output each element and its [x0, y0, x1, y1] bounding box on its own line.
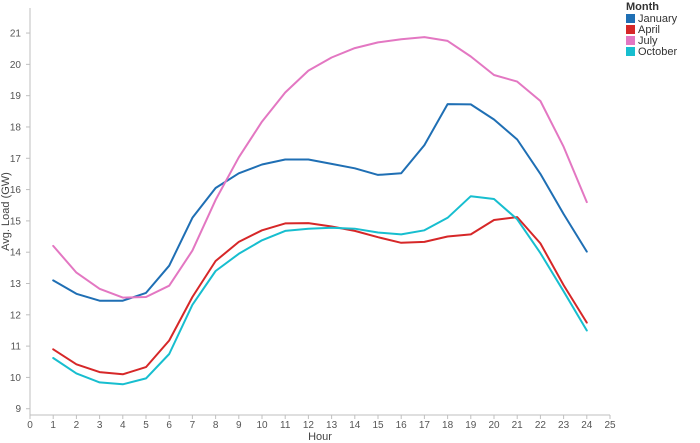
x-tick-label: 3	[97, 420, 103, 431]
x-tick-label: 19	[465, 420, 477, 431]
y-axis-ticks: 9 10 11 12 13 14 15 16 17 18 19 20 21	[10, 29, 30, 415]
legend-swatch-january	[626, 14, 635, 23]
x-tick-label: 14	[349, 420, 361, 431]
x-tick-label: 18	[442, 420, 454, 431]
y-tick-label: 11	[11, 342, 22, 353]
y-tick-label: 21	[10, 29, 22, 40]
x-tick-label: 21	[512, 420, 524, 431]
x-tick-label: 6	[166, 420, 172, 431]
legend-swatch-july	[626, 36, 635, 45]
y-axis-title: Avg. Load (GW)	[0, 172, 12, 251]
y-tick-label: 20	[10, 60, 22, 71]
x-tick-label: 1	[50, 420, 56, 431]
x-tick-label: 24	[581, 420, 593, 431]
y-tick-label: 15	[10, 216, 22, 227]
x-tick-label: 8	[213, 420, 219, 431]
x-tick-label: 16	[396, 420, 408, 431]
x-tick-label: 10	[256, 420, 268, 431]
axes	[29, 8, 610, 416]
x-tick-label: 13	[326, 420, 338, 431]
series-line-july	[52, 36, 588, 299]
x-axis-ticks: 0 1 2 3 4 5 6 7 8 9 10 11 12 13 14 15 16 17 18 19 20 21 22 23 24…	[27, 415, 616, 431]
x-tick-label: 0	[27, 420, 33, 431]
series-line-october	[52, 195, 588, 386]
legend-label-april: April	[638, 24, 660, 36]
y-tick-label: 9	[15, 404, 21, 415]
y-tick-label: 17	[10, 154, 22, 165]
x-tick-label: 17	[419, 420, 431, 431]
series-lines	[52, 36, 588, 386]
x-tick-label: 20	[488, 420, 500, 431]
x-tick-label: 9	[236, 420, 242, 431]
x-tick-label: 11	[280, 420, 291, 431]
y-tick-label: 10	[10, 373, 22, 384]
legend-label-january: January	[638, 13, 678, 25]
y-tick-label: 19	[10, 91, 22, 102]
x-tick-label: 4	[120, 420, 126, 431]
x-tick-label: 7	[190, 420, 196, 431]
legend-swatch-april	[626, 25, 635, 34]
legend-label-october: October	[638, 46, 677, 58]
y-tick-label: 12	[10, 310, 22, 321]
y-tick-label: 13	[10, 279, 22, 290]
legend-swatch-october	[626, 47, 635, 56]
series-line-january	[52, 103, 588, 302]
x-tick-label: 5	[143, 420, 149, 431]
x-tick-label: 12	[303, 420, 315, 431]
x-tick-label: 23	[558, 420, 570, 431]
x-tick-label: 15	[372, 420, 384, 431]
y-tick-label: 16	[10, 185, 22, 196]
x-tick-label: 2	[74, 420, 80, 431]
y-tick-label: 18	[10, 122, 22, 133]
legend-label-july: July	[638, 35, 658, 47]
legend-title: Month	[626, 1, 659, 13]
x-axis-title: Hour	[308, 431, 332, 443]
x-tick-label: 22	[535, 420, 547, 431]
x-tick-label: 25	[604, 420, 616, 431]
series-line-april	[52, 216, 588, 376]
y-tick-label: 14	[10, 248, 22, 259]
